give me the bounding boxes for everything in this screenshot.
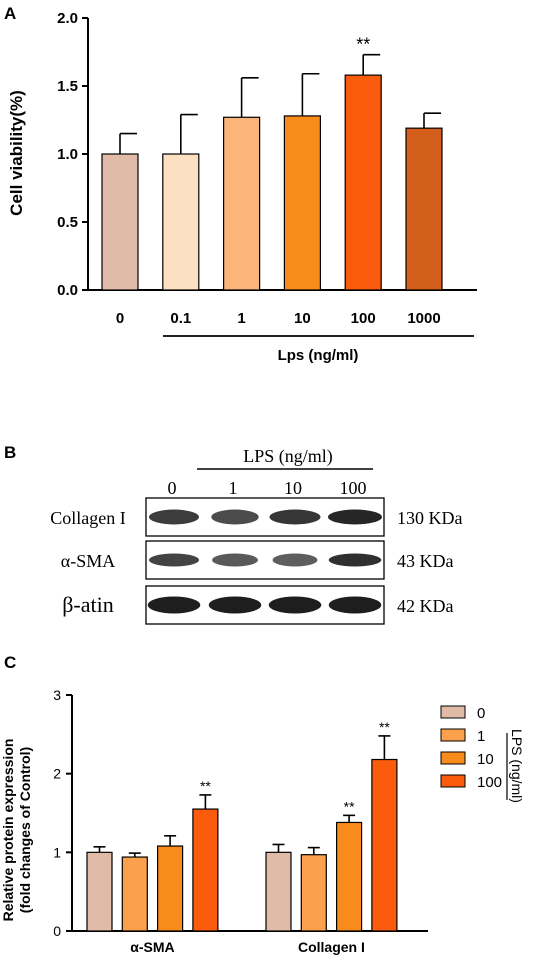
panel-a-y-ticks: 0.0 0.5 1.0 1.5 2.0	[57, 10, 88, 299]
blot-size-label: 130 KDa	[397, 508, 463, 528]
blot-band	[328, 596, 382, 614]
blot-band	[269, 509, 321, 525]
panel-b-western-blot: B LPS (ng/ml) 0 1 10 100 Collagen I 130 KDa α…	[4, 443, 463, 625]
blot-band	[211, 509, 259, 525]
significance-marker: **	[200, 778, 211, 794]
lane-label: 0	[168, 478, 177, 498]
bar	[157, 845, 184, 932]
blot-protein-label: β-atin	[62, 592, 114, 617]
bar	[101, 153, 139, 291]
panel-a: A Cell viability(%) 0.0 0.5 1.0 1.5 2.0 0 0.1…	[4, 4, 477, 364]
panel-c-bars: ** α-SMA ** ** Collagen I	[86, 719, 398, 955]
panel-c-legend: 0 1 10 100	[440, 705, 502, 791]
bar	[223, 116, 261, 291]
panel-c: C Relative protein expression (fold chan…	[0, 653, 525, 955]
panel-c-y-axis-subtitle: (fold changes of Control)	[17, 747, 33, 913]
x-tick-label: Collagen I	[298, 939, 365, 955]
blot-band	[149, 509, 199, 525]
panel-a-bars: 0 0.1 1 10 100 ** 1000	[101, 35, 443, 327]
bar	[121, 856, 148, 932]
y-tick-label: 0.5	[57, 214, 78, 231]
legend-label: 0	[477, 705, 485, 722]
bar	[265, 851, 292, 932]
lane-label: 1	[229, 478, 238, 498]
lane-label: 10	[284, 478, 302, 498]
blot-lane-labels: 0 1 10 100	[168, 478, 367, 498]
blot-protein-label: Collagen I	[50, 508, 125, 528]
blot-protein-label: α-SMA	[61, 551, 115, 571]
x-tick-label: 0	[116, 310, 124, 327]
panel-b-label: B	[4, 443, 16, 462]
x-tick-label: 1000	[407, 310, 440, 327]
panel-c-label: C	[4, 653, 16, 672]
legend-label: 1	[477, 728, 485, 745]
legend-title: LPS (ng/ml)	[509, 729, 525, 803]
panel-a-group-label: Lps (ng/ml)	[278, 347, 359, 364]
blot-band	[149, 553, 199, 567]
bar	[405, 127, 443, 291]
bar	[162, 153, 200, 291]
y-tick-label: 0.0	[57, 282, 78, 299]
panel-c-y-axis-title: Relative protein expression	[0, 739, 16, 922]
legend-label: 10	[477, 751, 494, 768]
significance-marker: **	[379, 719, 390, 735]
y-tick-label: 0	[53, 923, 61, 939]
blot-band	[147, 596, 201, 614]
bar	[86, 851, 113, 932]
bar	[336, 821, 363, 932]
blot-band	[208, 596, 262, 614]
blot-band	[328, 509, 382, 525]
blot-band	[272, 553, 318, 567]
x-tick-label: 1	[237, 310, 245, 327]
bar	[283, 115, 321, 291]
x-tick-label: α-SMA	[130, 939, 174, 955]
significance-marker: **	[356, 35, 370, 55]
x-tick-label: 100	[351, 310, 376, 327]
lane-label: 100	[340, 478, 367, 498]
blot-band	[268, 596, 322, 614]
blot-band	[328, 553, 382, 567]
x-tick-label: 10	[294, 310, 311, 327]
blot-band	[212, 553, 258, 567]
panel-a-label: A	[4, 4, 16, 23]
bar	[192, 808, 219, 932]
y-tick-label: 1	[53, 844, 61, 860]
y-tick-label: 2	[53, 766, 61, 782]
y-tick-label: 3	[53, 687, 61, 703]
bar	[344, 74, 382, 291]
blot-size-label: 43 KDa	[397, 551, 454, 571]
bar	[371, 758, 398, 932]
x-tick-label: 0.1	[170, 310, 191, 327]
panel-a-y-axis-title: Cell viability(%)	[7, 90, 26, 216]
legend-swatch	[440, 705, 466, 719]
y-tick-label: 1.5	[57, 78, 78, 95]
significance-marker: **	[344, 798, 355, 814]
blot-size-label: 42 KDa	[397, 596, 454, 616]
bar	[300, 854, 327, 932]
blot-header: LPS (ng/ml)	[243, 446, 333, 467]
y-tick-label: 1.0	[57, 146, 78, 163]
blot-rows: Collagen I 130 KDa α-SMA 43 KDa β-atin 42 KDa	[50, 497, 463, 625]
legend-label: 100	[477, 774, 502, 791]
panel-c-y-ticks: 0 1 2 3	[53, 687, 72, 939]
legend-swatch	[440, 751, 466, 765]
legend-swatch	[440, 774, 466, 788]
legend-swatch	[440, 728, 466, 742]
y-tick-label: 2.0	[57, 10, 78, 27]
